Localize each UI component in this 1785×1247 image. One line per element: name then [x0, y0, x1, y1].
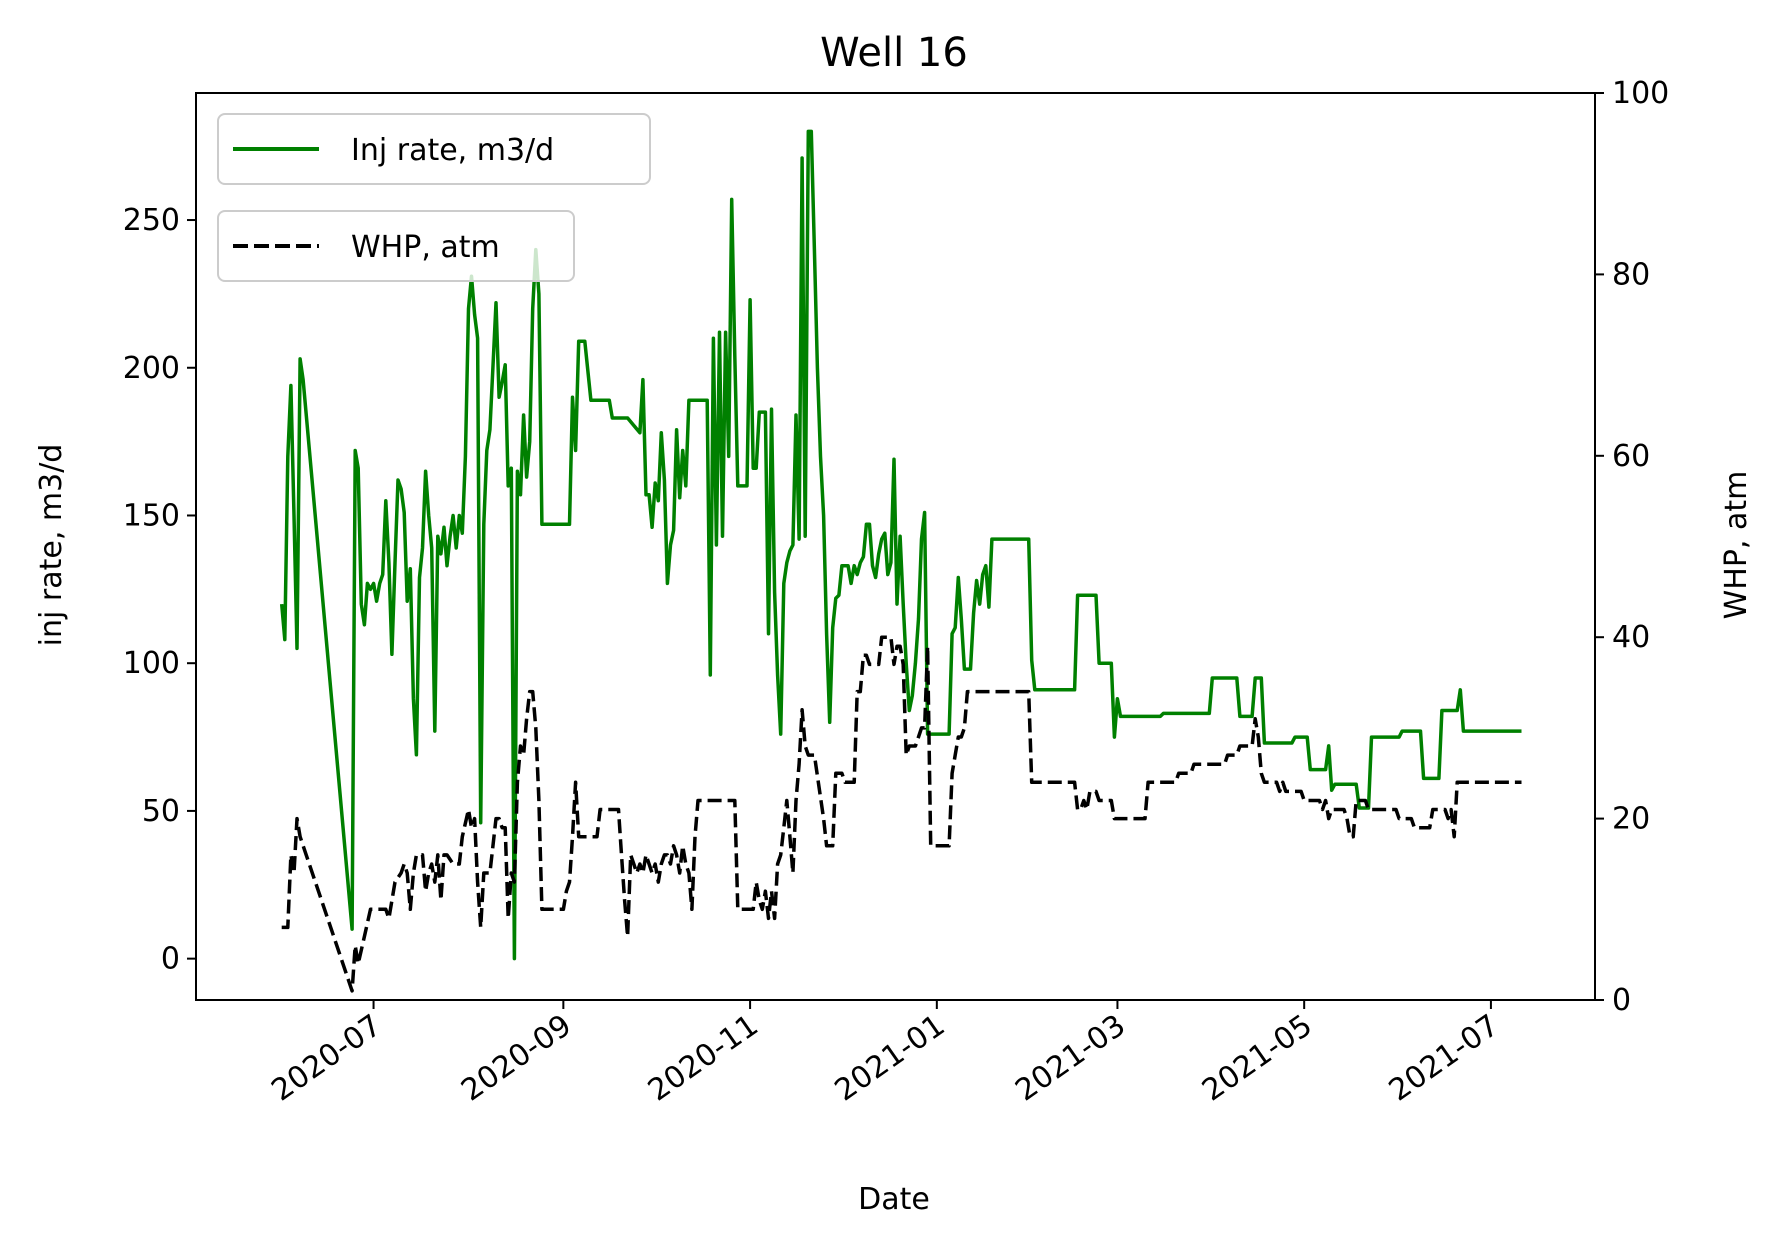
y-tick-label: 150	[123, 498, 180, 533]
chart-title: Well 16	[820, 30, 968, 76]
legend-label-whp: WHP, atm	[351, 230, 500, 265]
y2-tick-label: 40	[1612, 620, 1650, 655]
y2-tick-label: 60	[1612, 439, 1650, 474]
plot-frame	[195, 92, 1596, 1001]
y-tick-label: 0	[161, 942, 180, 977]
y-tick-label: 100	[123, 646, 180, 681]
y2-axis-title: WHP, atm	[1719, 471, 1754, 620]
y2-tick-label: 20	[1612, 802, 1650, 837]
y-tick-label: 50	[142, 794, 180, 829]
series-line-inj-rate	[279, 129, 1522, 961]
y-axis-title: inj rate, m3/d	[34, 444, 69, 647]
legend-label-inj-rate: Inj rate, m3/d	[351, 133, 554, 168]
plot-area	[279, 129, 1522, 993]
legend-frame	[217, 113, 651, 185]
y2-tick-label: 0	[1612, 983, 1631, 1018]
y2-tick-label: 80	[1612, 257, 1650, 292]
x-axis-title: Date	[858, 1182, 930, 1217]
legend-frame	[217, 210, 575, 282]
y-tick-label: 250	[123, 203, 180, 238]
legend-box-whp: WHP, atm	[217, 210, 575, 282]
series-layer	[279, 129, 1522, 993]
y2-tick-label: 100	[1612, 76, 1669, 111]
right-axis: 0 20 40 60 80 100	[1595, 76, 1669, 1018]
legend-box-inj-rate: Inj rate, m3/d	[217, 113, 651, 185]
series-line-whp	[281, 635, 1522, 993]
left-axis: 0 50 100 150 200 250	[123, 203, 196, 977]
y-tick-label: 200	[123, 351, 180, 386]
